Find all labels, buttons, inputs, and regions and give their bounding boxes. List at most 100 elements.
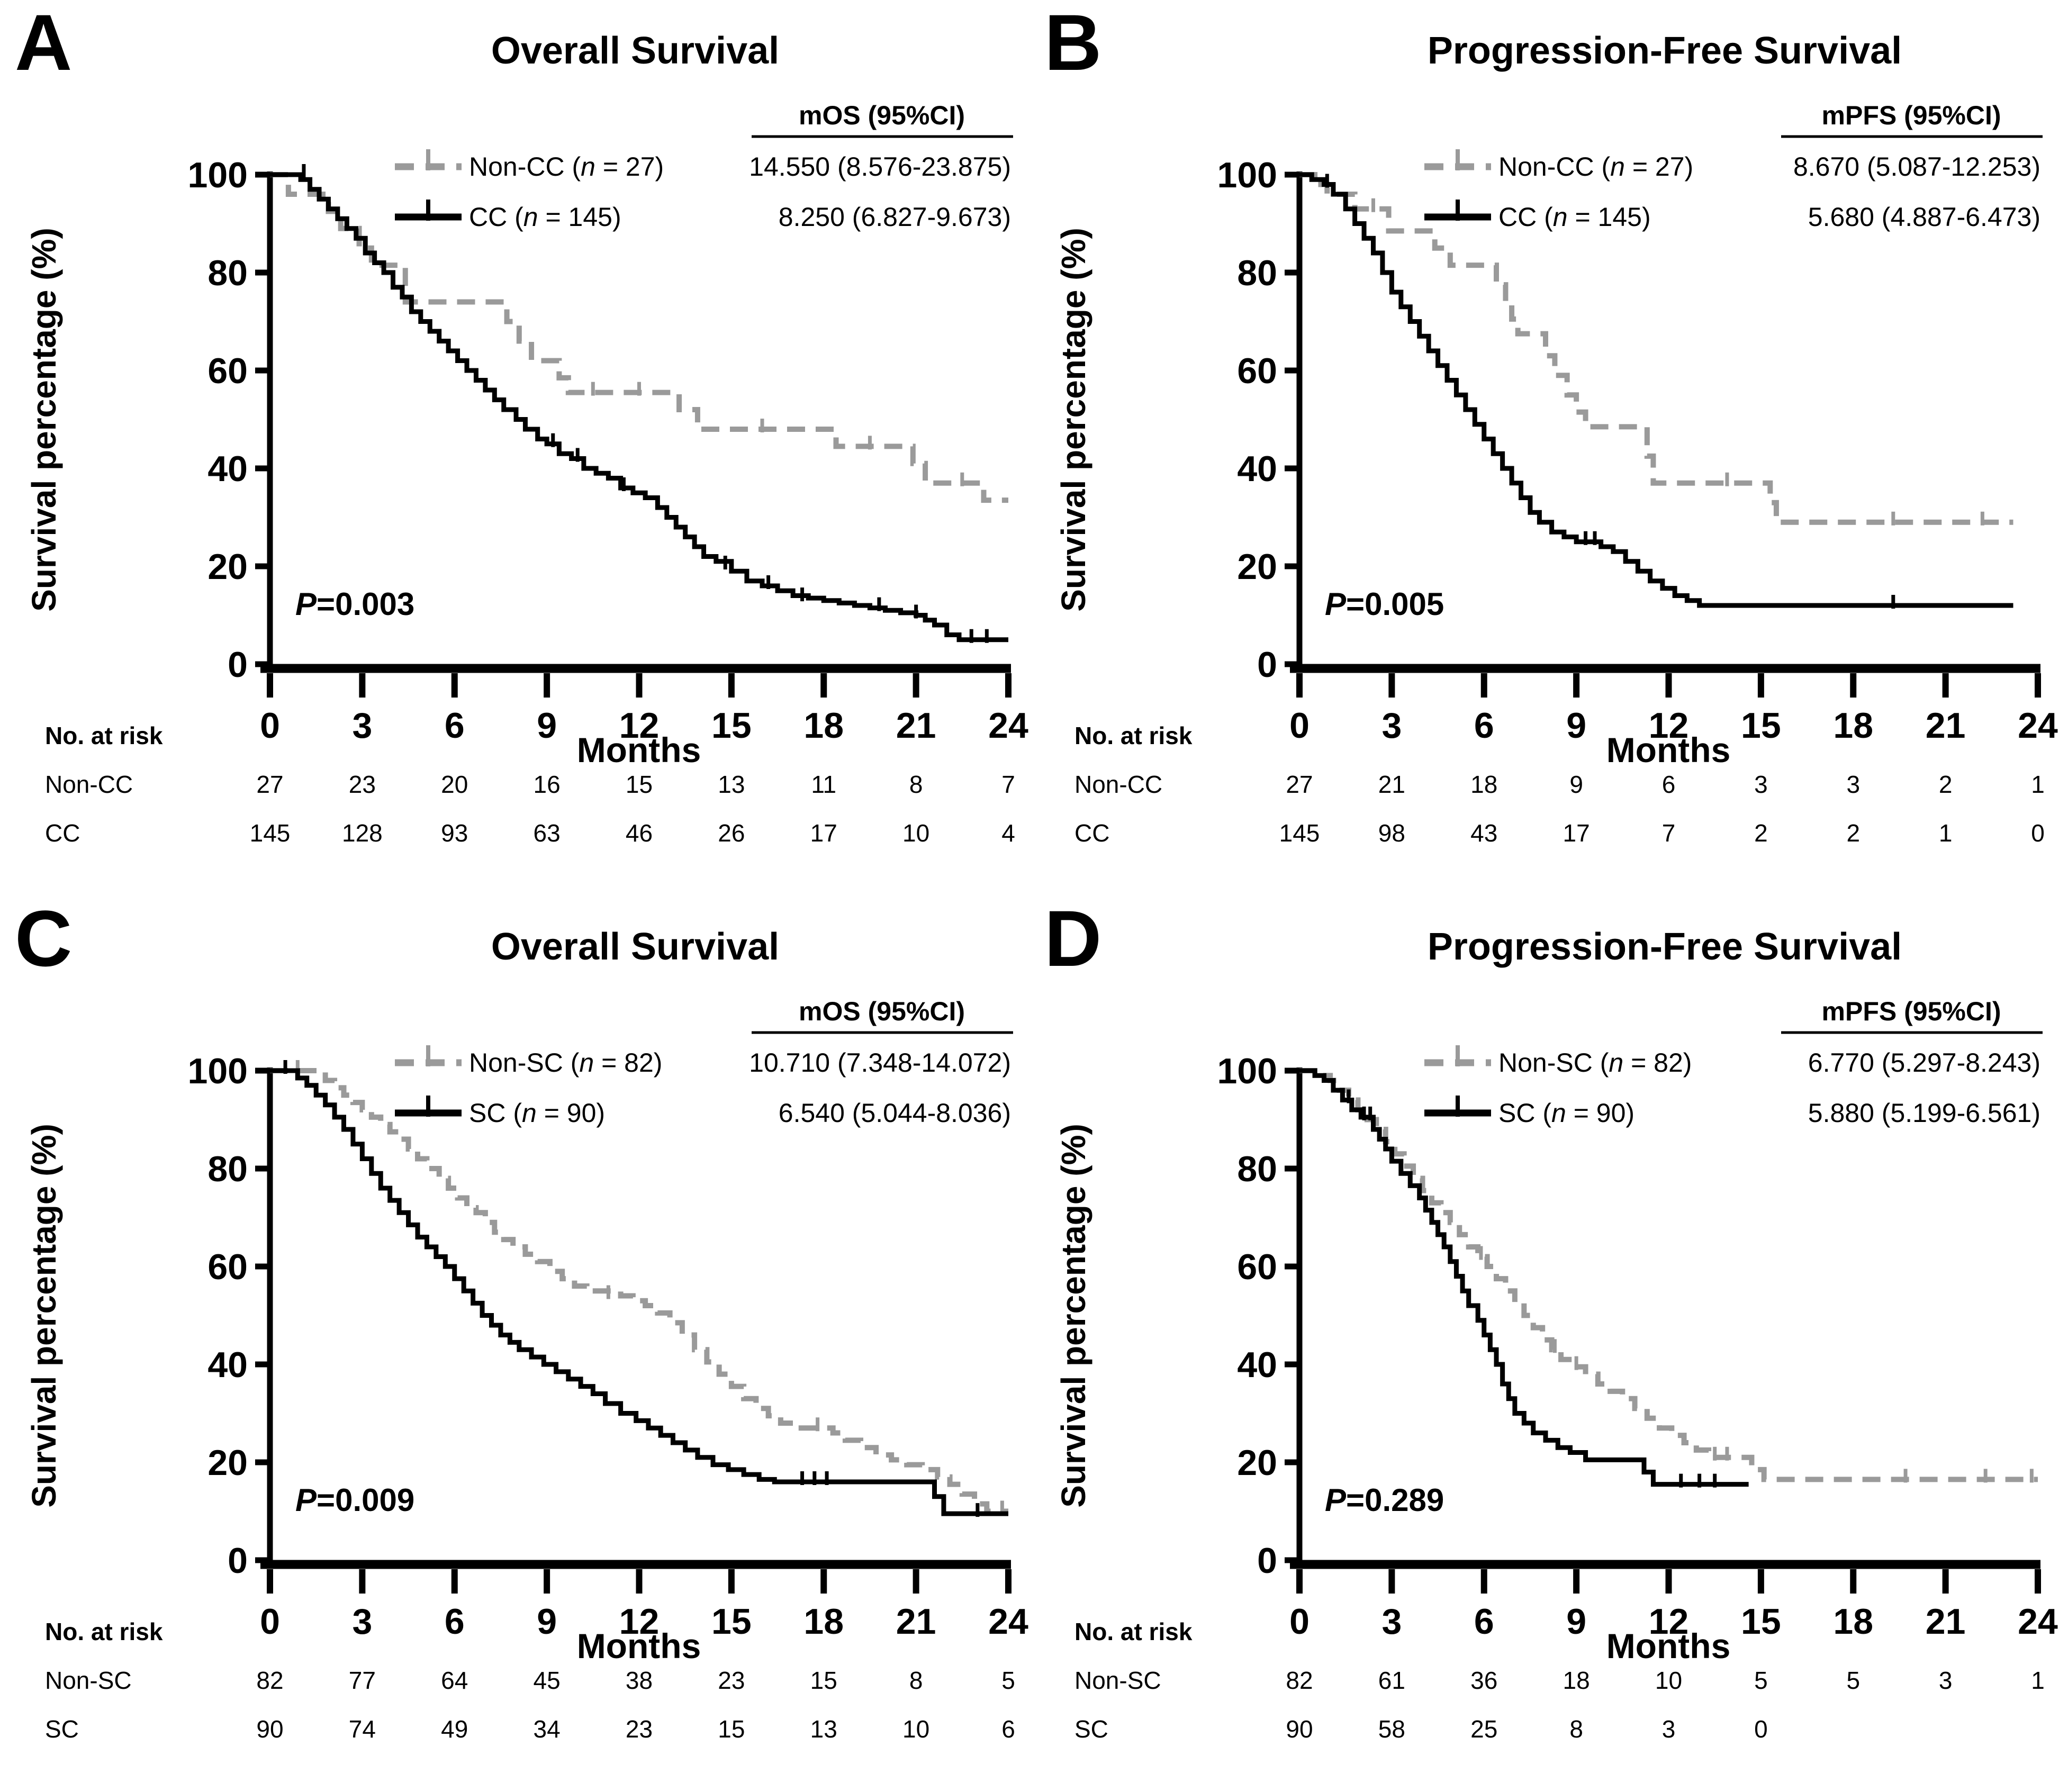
survival-curve-non-cc bbox=[1299, 172, 2013, 525]
risk-count-value: 3 bbox=[1754, 771, 1768, 798]
y-tick-label: 100 bbox=[188, 1051, 248, 1091]
risk-count-value: 10 bbox=[902, 819, 929, 847]
risk-count-value: 6 bbox=[1662, 771, 1676, 798]
risk-count-value: 77 bbox=[349, 1667, 376, 1694]
y-tick-label: 0 bbox=[228, 1541, 248, 1581]
x-tick-label: 9 bbox=[1566, 1601, 1586, 1642]
risk-count-value: 46 bbox=[626, 819, 653, 847]
x-tick-label: 0 bbox=[1289, 705, 1310, 746]
risk-count-value: 64 bbox=[441, 1667, 468, 1694]
panel-letter: C bbox=[15, 894, 72, 983]
x-tick-label: 21 bbox=[896, 705, 936, 746]
y-tick-label: 60 bbox=[1237, 351, 1277, 391]
x-tick-label: 21 bbox=[896, 1601, 936, 1642]
y-tick-label: 80 bbox=[207, 253, 248, 293]
risk-count-value: 10 bbox=[1655, 1667, 1682, 1694]
legend-series-label: CC (n = 145) bbox=[469, 202, 621, 232]
survival-curve-cc bbox=[270, 172, 1008, 642]
x-tick-label: 3 bbox=[1381, 705, 1402, 746]
x-tick-label: 3 bbox=[352, 705, 372, 746]
risk-count-value: 90 bbox=[256, 1715, 283, 1743]
panel-letter: A bbox=[15, 0, 72, 87]
risk-count-value: 45 bbox=[534, 1667, 561, 1694]
risk-count-value: 145 bbox=[250, 819, 291, 847]
x-tick-label: 21 bbox=[1926, 1601, 1966, 1642]
y-tick-label: 60 bbox=[1237, 1247, 1277, 1287]
risk-count-value: 13 bbox=[810, 1715, 837, 1743]
risk-count-value: 17 bbox=[810, 819, 837, 847]
x-tick-label: 18 bbox=[1833, 705, 1873, 746]
x-tick-label: 0 bbox=[260, 1601, 280, 1642]
x-tick-label: 18 bbox=[803, 1601, 844, 1642]
risk-count-value: 3 bbox=[1662, 1715, 1676, 1743]
legend-median-ci-value: 8.670 (5.087-12.253) bbox=[1793, 152, 2040, 182]
survival-curve-non-cc bbox=[270, 172, 1008, 503]
x-tick-label: 9 bbox=[1566, 705, 1586, 746]
risk-row-label: Non-SC bbox=[1074, 1667, 1161, 1694]
risk-count-value: 15 bbox=[810, 1667, 837, 1694]
risk-count-value: 61 bbox=[1378, 1667, 1405, 1694]
risk-count-value: 58 bbox=[1378, 1715, 1405, 1743]
x-tick-label: 12 bbox=[619, 1601, 660, 1642]
x-tick-label: 15 bbox=[1741, 705, 1781, 746]
y-tick-label: 0 bbox=[1257, 1541, 1277, 1581]
risk-count-value: 82 bbox=[1286, 1667, 1313, 1694]
risk-count-value: 23 bbox=[349, 771, 376, 798]
panel-title: Progression-Free Survival bbox=[1428, 926, 1902, 968]
risk-count-value: 2 bbox=[1754, 819, 1768, 847]
y-tick-label: 100 bbox=[1217, 1051, 1277, 1091]
risk-count-value: 7 bbox=[1662, 819, 1676, 847]
panel-title: Progression-Free Survival bbox=[1428, 30, 1902, 72]
risk-count-value: 38 bbox=[626, 1667, 653, 1694]
panel-title: Overall Survival bbox=[491, 926, 779, 968]
risk-table-header: No. at risk bbox=[1074, 1618, 1193, 1645]
risk-row-label: SC bbox=[45, 1715, 79, 1743]
x-tick-label: 6 bbox=[445, 705, 465, 746]
panel-d: D Progression-Free Survival mPFS (95%CI)… bbox=[1044, 894, 2058, 1743]
survival-curve-sc bbox=[270, 1068, 1008, 1516]
risk-count-value: 49 bbox=[441, 1715, 468, 1743]
risk-count-value: 9 bbox=[1569, 771, 1583, 798]
risk-count-value: 128 bbox=[342, 819, 383, 847]
y-tick-label: 0 bbox=[228, 645, 248, 685]
risk-row-label: SC bbox=[1074, 1715, 1108, 1743]
x-tick-label: 6 bbox=[1474, 705, 1494, 746]
x-axis-label: Months bbox=[577, 1626, 701, 1666]
panel-letter: B bbox=[1044, 0, 1101, 87]
risk-count-value: 36 bbox=[1470, 1667, 1497, 1694]
y-axis-label: Survival percentage (%) bbox=[1054, 1124, 1092, 1508]
y-tick-label: 100 bbox=[188, 155, 248, 195]
legend-median-ci-value: 14.550 (8.576-23.875) bbox=[749, 152, 1011, 182]
y-tick-label: 80 bbox=[1237, 253, 1277, 293]
y-tick-label: 60 bbox=[207, 1247, 248, 1287]
y-tick-label: 40 bbox=[207, 449, 248, 489]
risk-count-value: 145 bbox=[1279, 819, 1320, 847]
x-tick-label: 6 bbox=[1474, 1601, 1494, 1642]
risk-count-value: 26 bbox=[718, 819, 745, 847]
risk-count-value: 10 bbox=[902, 1715, 929, 1743]
risk-count-value: 7 bbox=[1001, 771, 1015, 798]
panel-b: B Progression-Free Survival mPFS (95%CI)… bbox=[1044, 0, 2058, 847]
risk-count-value: 2 bbox=[1939, 771, 1953, 798]
risk-count-value: 8 bbox=[1569, 1715, 1583, 1743]
risk-count-value: 1 bbox=[2031, 1667, 2045, 1694]
y-axis-label: Survival percentage (%) bbox=[25, 1124, 63, 1508]
risk-count-value: 21 bbox=[1378, 771, 1405, 798]
risk-count-value: 1 bbox=[2031, 771, 2045, 798]
risk-count-value: 15 bbox=[718, 1715, 745, 1743]
risk-count-value: 11 bbox=[811, 771, 836, 798]
x-tick-label: 15 bbox=[1741, 1601, 1781, 1642]
p-value-label: P=0.005 bbox=[1325, 586, 1444, 622]
risk-count-value: 1 bbox=[1939, 819, 1953, 847]
risk-count-value: 17 bbox=[1563, 819, 1590, 847]
risk-count-value: 13 bbox=[718, 771, 745, 798]
x-tick-label: 0 bbox=[1289, 1601, 1310, 1642]
risk-row-label: Non-SC bbox=[45, 1667, 132, 1694]
risk-row-label: CC bbox=[45, 819, 80, 847]
x-axis-label: Months bbox=[1606, 730, 1731, 770]
risk-count-value: 0 bbox=[1754, 1715, 1768, 1743]
x-tick-label: 21 bbox=[1926, 705, 1966, 746]
y-tick-label: 100 bbox=[1217, 155, 1277, 195]
y-tick-label: 20 bbox=[1237, 1443, 1277, 1483]
